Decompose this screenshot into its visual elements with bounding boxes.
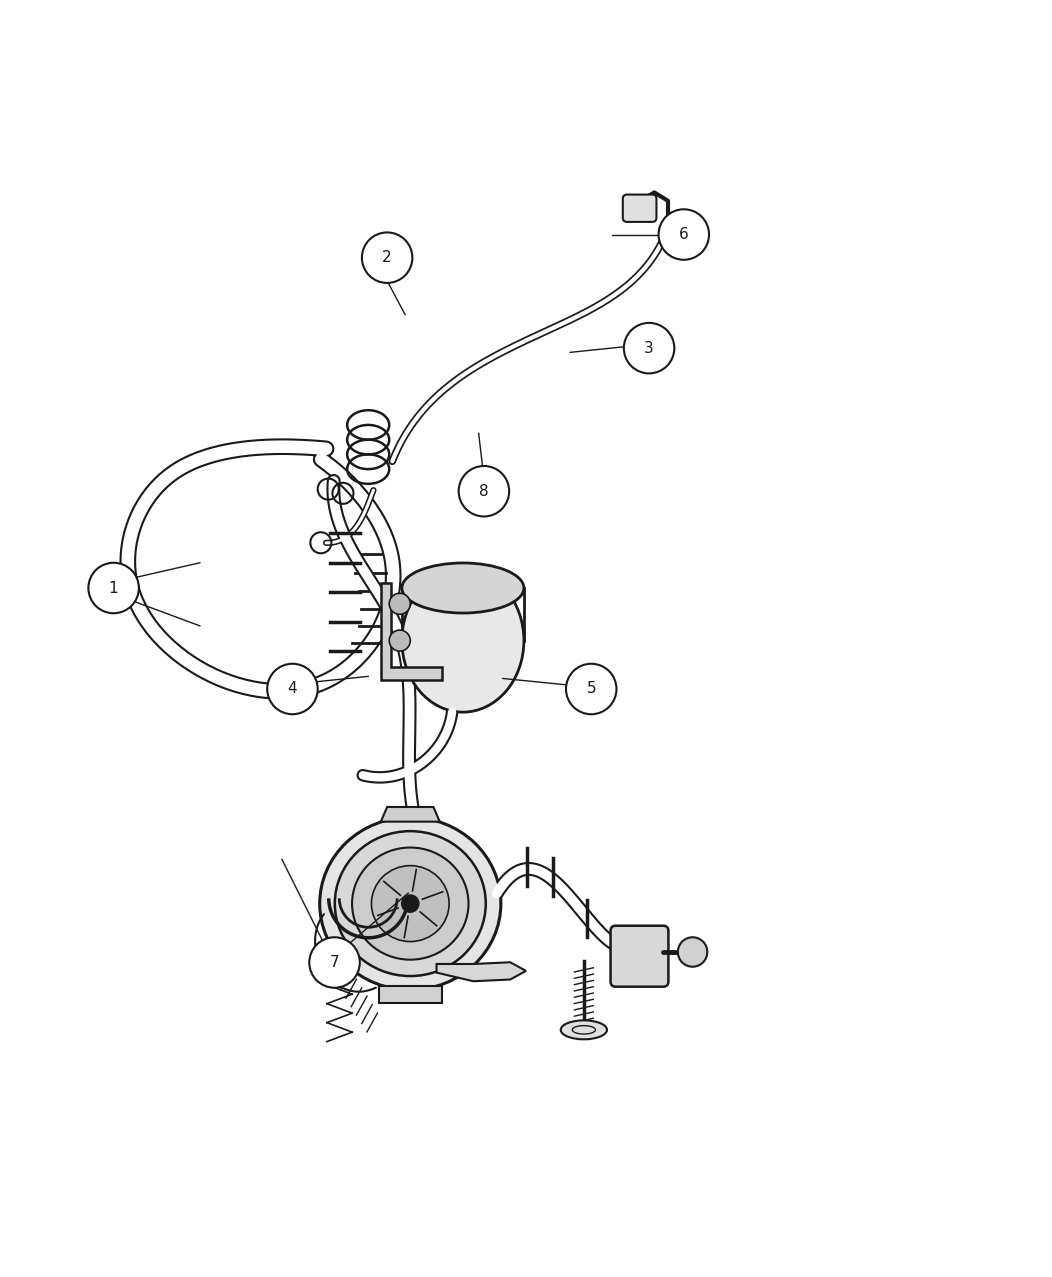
Text: 7: 7 <box>329 955 340 971</box>
Text: 2: 2 <box>382 250 392 266</box>
Circle shape <box>267 664 318 714</box>
Circle shape <box>659 209 709 259</box>
Ellipse shape <box>371 866 449 941</box>
Ellipse shape <box>352 848 468 960</box>
FancyBboxPatch shape <box>623 194 656 222</box>
Circle shape <box>389 630 410 651</box>
Polygon shape <box>379 986 442 1002</box>
Polygon shape <box>381 582 442 679</box>
Circle shape <box>309 937 360 988</box>
Circle shape <box>677 937 707 967</box>
Text: 4: 4 <box>287 682 298 696</box>
Text: 1: 1 <box>108 581 119 595</box>
Polygon shape <box>381 807 440 821</box>
Circle shape <box>389 594 410 614</box>
Polygon shape <box>437 963 526 981</box>
Text: 5: 5 <box>586 682 596 696</box>
Circle shape <box>88 563 139 613</box>
Circle shape <box>459 466 509 516</box>
Circle shape <box>624 323 674 373</box>
Circle shape <box>362 232 412 283</box>
Ellipse shape <box>335 831 486 976</box>
Circle shape <box>402 895 419 912</box>
Ellipse shape <box>320 817 501 990</box>
Circle shape <box>566 664 616 714</box>
Ellipse shape <box>402 563 524 613</box>
Text: 8: 8 <box>479 484 489 499</box>
FancyBboxPatch shape <box>610 926 668 987</box>
Ellipse shape <box>402 570 524 713</box>
Text: 3: 3 <box>644 341 654 356</box>
Ellipse shape <box>561 1020 607 1039</box>
Text: 6: 6 <box>679 227 689 243</box>
